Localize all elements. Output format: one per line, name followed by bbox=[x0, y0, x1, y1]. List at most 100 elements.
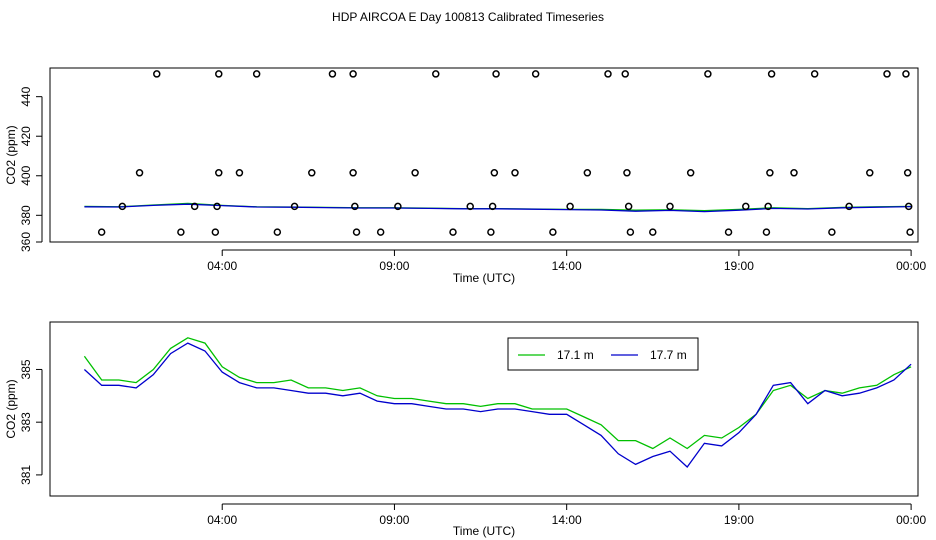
x-tick-label: 19:00 bbox=[724, 513, 754, 527]
x-tick-label: 14:00 bbox=[552, 259, 582, 273]
data-point bbox=[626, 228, 635, 236]
y-tick-label: 420 bbox=[19, 126, 33, 146]
data-point bbox=[766, 169, 774, 177]
data-point bbox=[252, 70, 261, 78]
data-point bbox=[649, 228, 657, 236]
data-point bbox=[394, 202, 402, 211]
series-line-2 bbox=[84, 203, 912, 213]
data-point bbox=[531, 70, 540, 78]
data-point bbox=[466, 202, 474, 211]
y-tick-label: 380 bbox=[19, 205, 33, 225]
x-tick-label: 19:00 bbox=[724, 259, 754, 273]
bottom-series-lines bbox=[83, 337, 912, 468]
data-point bbox=[487, 228, 495, 236]
data-point bbox=[118, 202, 127, 211]
data-point bbox=[135, 169, 144, 177]
data-point bbox=[767, 70, 776, 78]
y-tick-label: 381 bbox=[19, 465, 33, 485]
top-y-axis-label: CO2 (ppm) bbox=[4, 125, 18, 184]
x-tick-label: 09:00 bbox=[379, 513, 409, 527]
data-point bbox=[349, 169, 357, 177]
data-point bbox=[866, 169, 874, 177]
data-point bbox=[492, 70, 500, 78]
top-x-axis: 04:00 09:00 14:00 19:00 00:00 bbox=[207, 249, 926, 273]
top-panel: 04:00 09:00 14:00 19:00 00:00 360 380 400 420 44… bbox=[4, 67, 926, 285]
bottom-x-axis: 04:00 09:00 14:00 19:00 00:00 bbox=[207, 503, 926, 527]
data-point bbox=[666, 202, 674, 211]
series-line-2 bbox=[83, 342, 912, 468]
data-point bbox=[153, 70, 161, 78]
y-tick-label: 383 bbox=[19, 412, 33, 432]
top-x-axis-label: Time (UTC) bbox=[453, 271, 515, 285]
data-point bbox=[621, 70, 629, 78]
x-tick-label: 09:00 bbox=[379, 259, 409, 273]
x-tick-label: 04:00 bbox=[207, 259, 237, 273]
bottom-y-axis-label: CO2 (ppm) bbox=[4, 379, 18, 438]
legend-box bbox=[507, 337, 699, 371]
data-point bbox=[177, 228, 185, 236]
data-point bbox=[349, 70, 357, 78]
top-series-lines bbox=[84, 202, 912, 213]
legend: 17.1 m 17.7 m bbox=[507, 337, 699, 371]
data-point bbox=[432, 70, 440, 78]
data-point bbox=[764, 202, 772, 211]
data-point bbox=[903, 169, 912, 177]
data-point bbox=[583, 169, 592, 177]
data-point bbox=[211, 228, 220, 236]
bottom-x-axis-label: Time (UTC) bbox=[453, 524, 515, 538]
data-point bbox=[273, 228, 282, 236]
data-point bbox=[97, 228, 106, 236]
y-tick-label: 360 bbox=[19, 232, 33, 252]
data-point bbox=[902, 70, 910, 78]
data-point bbox=[828, 228, 836, 236]
bottom-y-axis: 381 383 385 bbox=[19, 359, 43, 485]
legend-label-series-2: 17.7 m bbox=[650, 348, 687, 362]
y-tick-label: 400 bbox=[19, 165, 33, 185]
data-point bbox=[190, 202, 199, 211]
data-point bbox=[235, 169, 244, 177]
data-point bbox=[790, 169, 798, 177]
data-point bbox=[624, 202, 633, 211]
data-point bbox=[352, 228, 361, 236]
data-point bbox=[213, 202, 221, 211]
data-point bbox=[328, 70, 337, 78]
data-point bbox=[904, 202, 913, 211]
data-point bbox=[351, 202, 359, 211]
data-point bbox=[215, 169, 223, 177]
series-line-1 bbox=[83, 337, 912, 450]
top-scatter-points bbox=[97, 70, 914, 236]
data-point bbox=[686, 169, 695, 177]
data-point bbox=[845, 202, 853, 211]
data-point bbox=[604, 70, 612, 78]
data-point bbox=[511, 169, 519, 177]
x-tick-label: 00:00 bbox=[896, 259, 926, 273]
data-point bbox=[215, 70, 223, 78]
data-point bbox=[704, 70, 712, 78]
top-y-axis: 360 380 400 420 440 bbox=[19, 86, 43, 252]
data-point bbox=[549, 228, 557, 236]
y-tick-label: 440 bbox=[19, 86, 33, 106]
top-plot-frame bbox=[49, 67, 919, 243]
data-point bbox=[290, 202, 299, 211]
data-point bbox=[623, 169, 631, 177]
data-point bbox=[906, 228, 914, 236]
data-point bbox=[742, 202, 750, 211]
data-point bbox=[810, 70, 819, 78]
figure-title: HDP AIRCOA E Day 100813 Calibrated Times… bbox=[332, 10, 604, 24]
data-point bbox=[724, 228, 733, 236]
data-point bbox=[411, 169, 419, 177]
bottom-panel: 04:00 09:00 14:00 19:00 00:00 381 383 385 Time… bbox=[4, 321, 926, 538]
data-point bbox=[449, 228, 457, 236]
data-point bbox=[566, 202, 574, 211]
data-point bbox=[762, 228, 771, 236]
y-tick-label: 385 bbox=[19, 359, 33, 379]
data-point bbox=[883, 70, 891, 78]
data-point bbox=[376, 228, 385, 236]
data-point bbox=[488, 202, 497, 211]
data-point bbox=[490, 169, 499, 177]
legend-label-series-1: 17.1 m bbox=[557, 348, 594, 362]
x-tick-label: 00:00 bbox=[896, 513, 926, 527]
x-tick-label: 04:00 bbox=[207, 513, 237, 527]
bottom-plot-frame bbox=[49, 321, 919, 497]
